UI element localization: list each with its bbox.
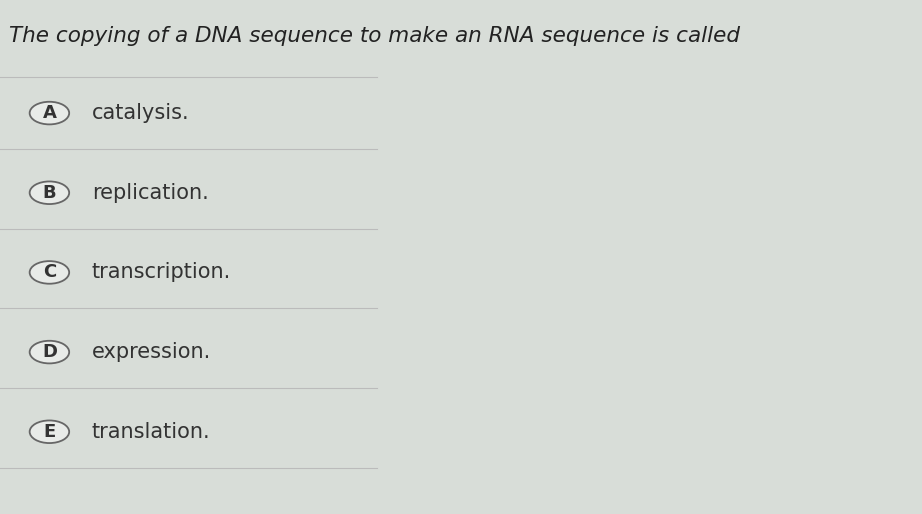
Text: The copying of a DNA sequence to make an RNA sequence is called: The copying of a DNA sequence to make an… <box>9 26 740 46</box>
Circle shape <box>30 420 69 443</box>
Text: replication.: replication. <box>91 183 208 203</box>
Text: B: B <box>42 183 56 202</box>
Circle shape <box>30 181 69 204</box>
Text: transcription.: transcription. <box>91 263 230 282</box>
Text: C: C <box>42 263 56 282</box>
Text: E: E <box>43 423 55 441</box>
Text: expression.: expression. <box>91 342 211 362</box>
Text: A: A <box>42 104 56 122</box>
Text: D: D <box>41 343 57 361</box>
Text: catalysis.: catalysis. <box>91 103 189 123</box>
Circle shape <box>30 341 69 363</box>
Circle shape <box>30 261 69 284</box>
Text: translation.: translation. <box>91 422 210 442</box>
Circle shape <box>30 102 69 124</box>
